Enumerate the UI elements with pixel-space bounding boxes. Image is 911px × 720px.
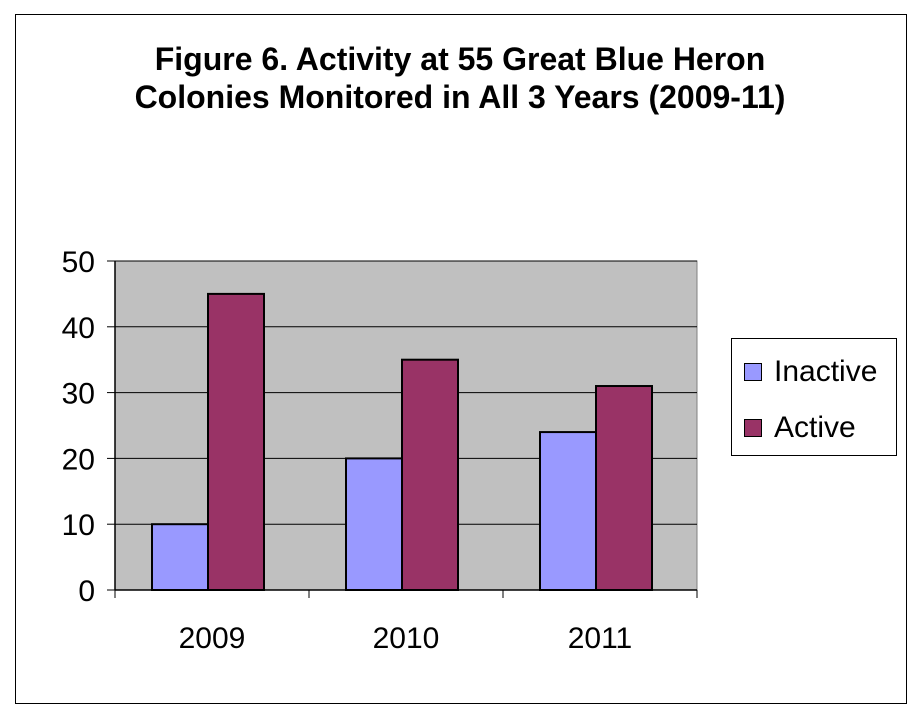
y-tick-label-20: 20	[62, 443, 95, 476]
x-axis-ticks: 2009 2010 2011	[114, 590, 698, 655]
x-tick-label-2010: 2010	[373, 622, 440, 655]
chart-title: Figure 6. Activity at 55 Great Blue Hero…	[134, 41, 786, 115]
x-tick-label-2009: 2009	[179, 622, 246, 655]
bars	[151, 292, 653, 592]
y-tick-label-50: 50	[62, 246, 95, 279]
bar-inactive-2011	[539, 431, 597, 591]
bar-active-2010	[401, 358, 459, 592]
legend: Inactive Active	[731, 338, 897, 456]
x-tick-label-2011: 2011	[568, 622, 633, 655]
y-axis-ticks: 0 10 20 30 40 50	[62, 246, 115, 608]
legend-swatch-active	[744, 419, 762, 437]
bar-inactive-2010	[345, 457, 403, 591]
bar-active-2011	[595, 385, 653, 591]
legend-item-inactive: Inactive	[744, 355, 877, 389]
legend-item-active: Active	[744, 411, 856, 445]
legend-label-active: Active	[774, 411, 856, 444]
y-tick-label-30: 30	[62, 378, 95, 411]
legend-label-inactive: Inactive	[774, 355, 878, 388]
legend-swatch-inactive	[744, 363, 762, 381]
bar-active-2009	[207, 292, 265, 591]
bar-inactive-2009	[151, 523, 209, 592]
axes	[114, 261, 697, 591]
y-tick-label-10: 10	[62, 509, 95, 542]
y-tick-label-0: 0	[78, 575, 95, 608]
y-tick-label-40: 40	[62, 312, 95, 345]
